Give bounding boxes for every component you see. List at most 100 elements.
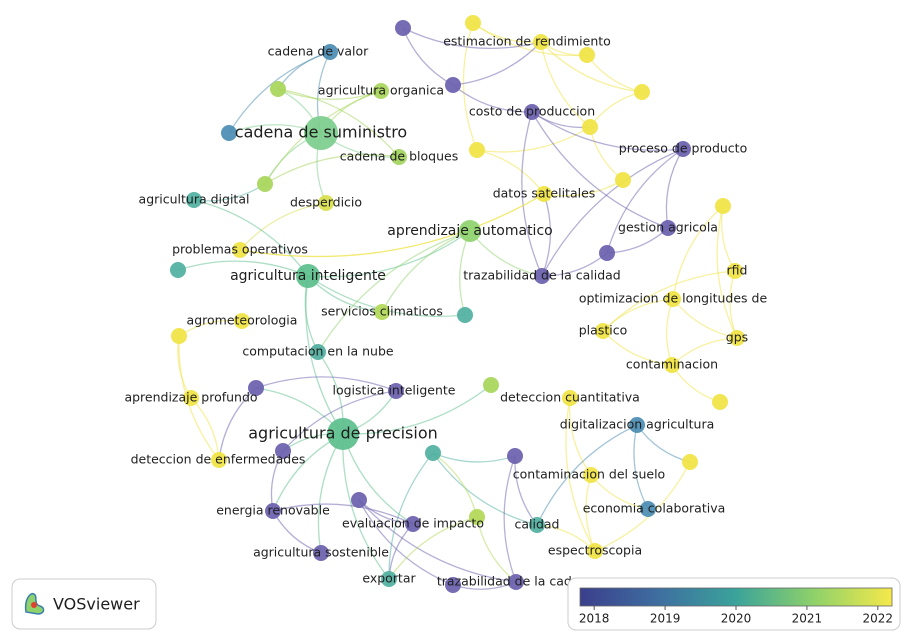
node (664, 357, 680, 373)
node (395, 20, 411, 36)
node-label: computacion en la nube (242, 344, 393, 359)
edge (358, 499, 454, 586)
edge (568, 397, 592, 476)
edge (633, 424, 649, 510)
labels: cadena de valor estimacion de rendimiento… (124, 34, 767, 589)
node (381, 571, 397, 587)
edge (521, 111, 543, 277)
node (534, 268, 550, 284)
scale-tick-label: 2019 (650, 612, 681, 626)
node-label: desperdicio (290, 195, 362, 210)
node (445, 77, 461, 93)
node (562, 390, 578, 406)
logo-dot (31, 602, 37, 608)
node-label: optimizacion de longitudes de (579, 291, 768, 306)
node (221, 125, 237, 141)
edge (672, 205, 724, 300)
node (265, 503, 281, 519)
edge (503, 455, 517, 583)
scale-tick-label: 2022 (863, 612, 894, 626)
node (615, 172, 631, 188)
node-label: contaminacion (626, 357, 718, 372)
node (507, 448, 523, 464)
node-label: contaminacion del suelo (513, 467, 665, 482)
edge (228, 51, 331, 134)
node (186, 192, 202, 208)
node (275, 443, 291, 459)
node (459, 220, 481, 242)
node (640, 501, 656, 517)
node (322, 44, 338, 60)
node-label: agricultura sostenible (253, 545, 389, 560)
edge (543, 179, 624, 197)
node (313, 545, 329, 561)
node-label: costo de produccion (469, 104, 595, 119)
edge (472, 22, 588, 57)
edge (193, 199, 309, 277)
node-label: datos satelitales (493, 186, 596, 201)
node (445, 577, 461, 593)
node (183, 390, 199, 406)
node (583, 467, 599, 483)
edge (317, 230, 471, 353)
node-label: agricultura inteligente (230, 268, 386, 284)
node-label: gps (726, 330, 748, 345)
edge (665, 148, 684, 229)
edge (476, 126, 591, 153)
scale-tick-label: 2020 (721, 612, 752, 626)
edge (358, 499, 517, 583)
node (665, 291, 681, 307)
node (391, 149, 407, 165)
node (351, 492, 367, 508)
logo-text: VOSviewer (53, 595, 140, 614)
node (675, 141, 691, 157)
node (536, 186, 552, 202)
edge (531, 111, 669, 229)
node (483, 377, 499, 393)
node (304, 116, 338, 150)
node (171, 328, 187, 344)
node-label: espectroscopia (548, 543, 642, 558)
node (248, 380, 264, 396)
edge (462, 22, 478, 151)
node-label: agricultura digital (139, 192, 250, 207)
logo-box[interactable] (11, 578, 157, 630)
node (469, 142, 485, 158)
node (682, 454, 698, 470)
node-label: estimacion de rendimiento (443, 34, 611, 49)
edge (540, 41, 643, 93)
node-label: plastico (579, 323, 627, 338)
node-label: energia renovable (216, 503, 330, 518)
edge (218, 387, 257, 461)
edge (452, 84, 533, 113)
edge (452, 41, 542, 86)
node-label: economia colaborativa (583, 501, 726, 516)
node-label: evaluacion de impacto (342, 516, 484, 531)
node-label: digitalizacion agricultura (560, 417, 715, 432)
node (374, 304, 390, 320)
node-label: trazabilidad de la calidad (463, 268, 621, 283)
edge (305, 275, 344, 435)
edge (272, 503, 414, 525)
node (712, 394, 728, 410)
node (579, 47, 595, 63)
node-label: agricultura organica (318, 83, 444, 98)
node-label: rfid (727, 263, 748, 278)
node-label: cadena de bloques (340, 149, 458, 164)
node-label: deteccion cuantitativa (500, 390, 640, 405)
node-label: aprendizaje profundo (124, 390, 257, 405)
logo[interactable]: VOSviewer (11, 578, 157, 630)
edge (239, 202, 327, 251)
node (257, 176, 273, 192)
edge (342, 433, 390, 580)
node (727, 263, 743, 279)
node (327, 418, 359, 450)
node-label: logistica inteligente (333, 383, 456, 398)
edge (239, 193, 545, 258)
node (234, 313, 250, 329)
node-label: agricultura de precision (248, 424, 438, 443)
node-label: exportar (362, 571, 416, 586)
node-label: proceso de producto (619, 141, 747, 156)
color-legend: 2018 2019 2020 2021 2022 (567, 577, 901, 631)
node (232, 242, 248, 258)
